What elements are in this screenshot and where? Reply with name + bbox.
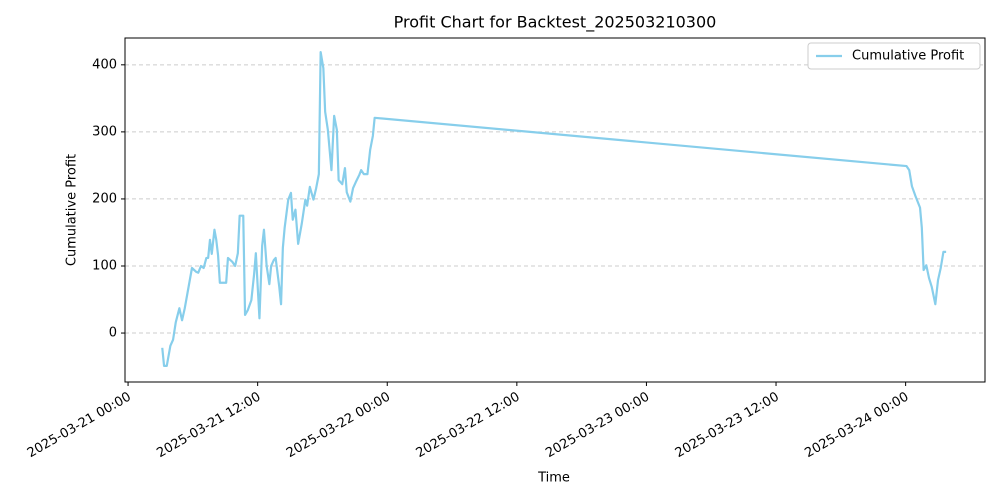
y-tick-label: 400 bbox=[92, 57, 117, 72]
plot-frame bbox=[124, 37, 986, 383]
chart-title: Profit Chart for Backtest_202503210300 bbox=[394, 13, 717, 33]
y-tick-label: 300 bbox=[92, 124, 117, 139]
x-tick-label: 2025-03-24 00:00 bbox=[802, 390, 911, 462]
x-tick-label: 2025-03-22 12:00 bbox=[414, 390, 523, 462]
x-tick-label: 2025-03-21 12:00 bbox=[154, 390, 263, 462]
x-tick-label: 2025-03-22 00:00 bbox=[284, 390, 393, 462]
x-tick-label: 2025-03-23 12:00 bbox=[673, 390, 782, 462]
y-tick-label: 200 bbox=[92, 191, 117, 206]
x-tick-label: 2025-03-21 00:00 bbox=[25, 390, 134, 462]
x-axis-label: Time bbox=[537, 471, 570, 486]
y-tick-label: 100 bbox=[92, 258, 117, 273]
y-tick-label: 0 bbox=[109, 326, 117, 341]
legend-label: Cumulative Profit bbox=[852, 49, 964, 64]
x-tick-label: 2025-03-23 00:00 bbox=[543, 390, 652, 462]
line-series bbox=[161, 50, 947, 368]
legend-box bbox=[807, 42, 981, 70]
y-axis-label: Cumulative Profit bbox=[65, 154, 80, 266]
